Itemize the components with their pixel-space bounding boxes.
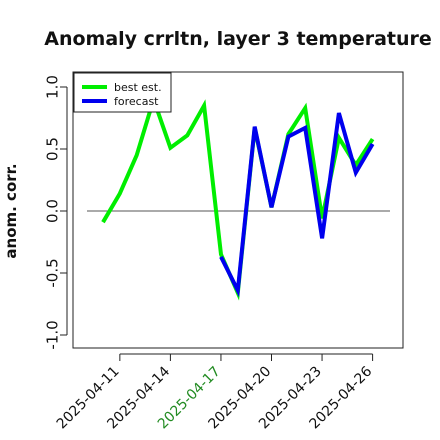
series-line-best-est	[101, 92, 375, 301]
legend-label-best-est: best est.	[114, 81, 162, 94]
y-tick-label: -1.0	[43, 320, 61, 349]
y-axis-label: anom. corr.	[2, 163, 20, 258]
y-tick-label: -0.5	[43, 258, 61, 287]
x-axis: 2025-04-112025-04-142025-04-172025-04-20…	[54, 353, 375, 432]
y-axis: -1.0 -0.5 0.0 0.5 1.0	[43, 75, 68, 350]
legend-label-forecast: forecast	[114, 95, 159, 108]
legend: best est. forecast	[73, 72, 172, 113]
series-layer	[101, 92, 375, 301]
series-line-forecast	[219, 112, 375, 298]
plot-frame	[72, 71, 404, 349]
chart-title: Anomaly crrltn, layer 3 temperature	[44, 28, 432, 50]
y-tick-label: 0.5	[43, 137, 61, 161]
legend-box	[73, 72, 172, 113]
y-tick-label: 1.0	[43, 75, 61, 99]
y-tick-label: 0.0	[43, 199, 61, 223]
